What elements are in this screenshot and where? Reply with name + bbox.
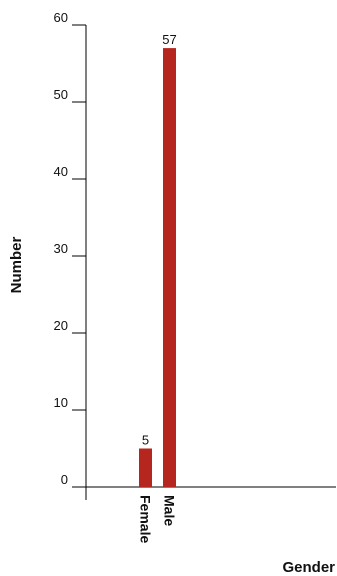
- y-tick-label: 30: [54, 241, 68, 256]
- data-label: 57: [162, 32, 176, 47]
- bar-male: [163, 48, 176, 487]
- axes: 0 10 20 30 40 50 60: [54, 10, 336, 500]
- bar-female: [139, 448, 152, 487]
- y-tick-label: 60: [54, 10, 68, 25]
- x-axis-title: Gender: [282, 559, 335, 576]
- y-tick-label: 50: [54, 87, 68, 102]
- y-tick-label: 40: [54, 164, 68, 179]
- x-category-label: Male: [162, 495, 178, 526]
- y-tick-label: 20: [54, 318, 68, 333]
- x-category-label: Female: [138, 495, 154, 543]
- y-tick-label: 0: [61, 472, 68, 487]
- y-axis-title: Number: [8, 237, 25, 294]
- y-tick-label: 10: [54, 395, 68, 410]
- labels: 5 Female 57 Male: [138, 32, 178, 543]
- bars: [139, 48, 176, 487]
- data-label: 5: [142, 433, 149, 448]
